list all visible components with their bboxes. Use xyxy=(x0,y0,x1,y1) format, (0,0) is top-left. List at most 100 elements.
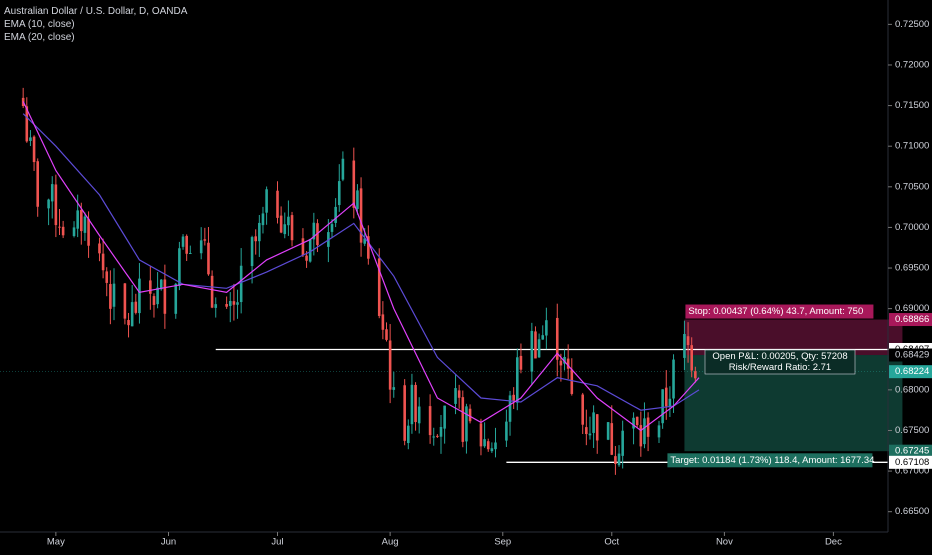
price-tick-label: 0.67500 xyxy=(895,425,929,436)
candle-body xyxy=(428,406,432,436)
candle-body xyxy=(690,345,693,371)
candle xyxy=(207,227,210,276)
candle-body xyxy=(312,222,316,240)
candle-body xyxy=(32,136,36,163)
time-tick-label: Jul xyxy=(271,537,283,548)
candle-body xyxy=(385,329,388,340)
candle xyxy=(359,177,363,257)
candle xyxy=(606,421,610,441)
candle-body xyxy=(352,160,356,208)
candle-body xyxy=(210,275,214,308)
axis-badge-bg xyxy=(889,365,932,379)
candle xyxy=(312,212,316,256)
candle-body xyxy=(29,137,32,141)
candle-body xyxy=(181,236,185,247)
candle xyxy=(512,387,515,410)
candle xyxy=(109,270,112,325)
candle-body xyxy=(483,439,486,447)
candle-body xyxy=(105,271,109,283)
candle xyxy=(545,307,548,350)
candle xyxy=(563,349,566,371)
candle xyxy=(185,234,188,261)
candle xyxy=(152,293,156,318)
candle-body xyxy=(508,395,512,422)
candle-body xyxy=(410,384,414,425)
indicator-ema20-label[interactable]: EMA (20, close) xyxy=(4,32,75,43)
candle-body xyxy=(443,405,446,429)
candle-body xyxy=(570,369,574,394)
candle-body xyxy=(83,216,87,233)
candle xyxy=(341,151,345,182)
candle xyxy=(265,186,268,225)
candle xyxy=(621,420,624,469)
candle-body xyxy=(80,209,83,232)
candle xyxy=(588,416,592,440)
candle-body xyxy=(664,387,668,407)
axis-badge-label: 0.68224 xyxy=(895,366,929,377)
candle-body xyxy=(330,224,334,232)
candle xyxy=(617,445,621,467)
candle-body xyxy=(479,423,483,447)
candle-body xyxy=(694,371,697,379)
candle xyxy=(541,325,545,340)
candle-body xyxy=(152,296,156,305)
candle-body xyxy=(363,238,366,244)
candle-body xyxy=(239,265,243,303)
candle xyxy=(490,442,494,453)
candle xyxy=(377,248,381,319)
candle xyxy=(29,130,32,147)
candle xyxy=(403,379,406,446)
candle xyxy=(58,209,61,236)
candle-body xyxy=(47,199,50,209)
candle xyxy=(214,297,218,318)
candle xyxy=(632,412,635,445)
candle-body xyxy=(516,357,519,403)
candle-body xyxy=(163,279,167,314)
time-tick-label: Nov xyxy=(716,537,733,548)
candle-body xyxy=(301,238,305,256)
candle xyxy=(352,147,356,219)
candle xyxy=(72,221,76,238)
candle xyxy=(690,337,693,378)
candle xyxy=(439,415,443,454)
candle xyxy=(138,263,141,324)
candle-body xyxy=(207,242,210,275)
candle-body xyxy=(646,417,650,437)
indicator-ema10-label[interactable]: EMA (10, close) xyxy=(4,19,75,30)
candle xyxy=(232,283,236,321)
candle-body xyxy=(632,417,635,429)
candle xyxy=(334,198,337,228)
target-label: Target: 0.01184 (1.73%) 118.4, Amount: 1… xyxy=(670,455,874,466)
ema10-line xyxy=(22,101,700,432)
candle xyxy=(468,404,472,424)
candle xyxy=(228,292,232,323)
candle-body xyxy=(261,213,265,226)
candle-body xyxy=(519,355,523,370)
candle-body xyxy=(76,210,79,229)
candle-body xyxy=(486,441,490,450)
candle-body xyxy=(341,158,345,180)
candle xyxy=(595,413,599,454)
candle-body xyxy=(566,358,570,369)
candle xyxy=(465,403,468,454)
candle-body xyxy=(643,418,646,445)
candle xyxy=(130,285,134,327)
axis-badge-label: 0.68429 xyxy=(895,350,929,361)
candle xyxy=(276,181,279,224)
candle xyxy=(436,434,439,438)
candle xyxy=(414,382,417,431)
candle-body xyxy=(25,106,29,142)
time-tick-label: Sep xyxy=(494,537,511,548)
candle-body xyxy=(305,255,308,261)
candle xyxy=(581,392,584,434)
candle-body xyxy=(178,248,181,286)
candle xyxy=(54,174,58,238)
candle xyxy=(101,238,105,279)
candle xyxy=(76,194,79,238)
candle-body xyxy=(174,283,178,314)
candle xyxy=(367,225,370,265)
candle-body xyxy=(683,334,686,358)
candle xyxy=(407,419,410,450)
